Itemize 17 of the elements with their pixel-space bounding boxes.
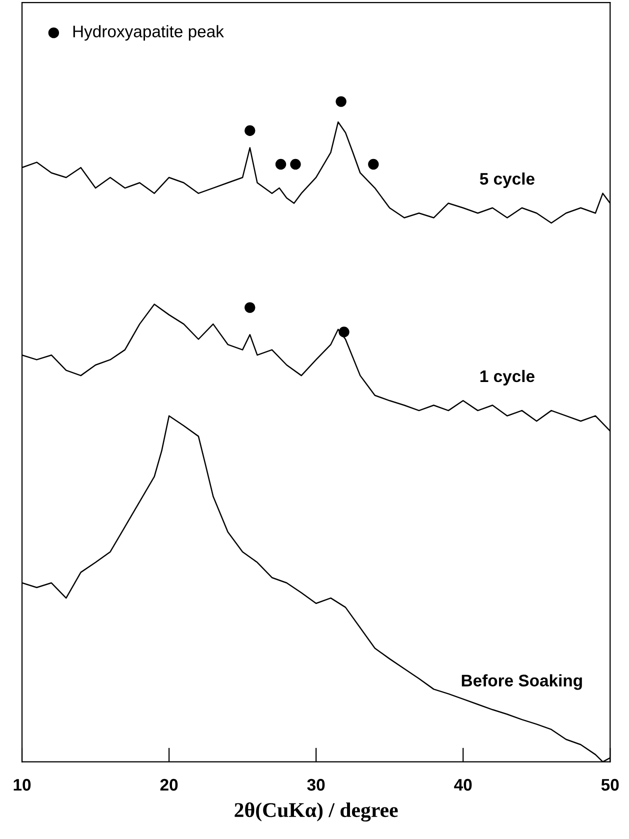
point [244,302,256,313]
x-tick-label: 40 [454,778,472,791]
series-label: 5 cycle [480,172,534,188]
x-tick-label: 10 [14,778,31,791]
legend-label: Hydroxyapatite peak [73,25,224,41]
point [336,96,346,107]
x-axis-title: 2θ(CuKα) / degree [234,802,398,822]
series-label: Before Soaking [462,674,582,690]
x-tick-label: 30 [307,778,325,791]
point [244,125,256,136]
point [275,158,286,170]
point [368,158,379,170]
point [338,326,350,338]
point [290,158,301,170]
x-tick-label: 50 [601,778,619,791]
series-label: 1 cycle [480,370,534,386]
x-tick-label: 20 [160,778,178,791]
